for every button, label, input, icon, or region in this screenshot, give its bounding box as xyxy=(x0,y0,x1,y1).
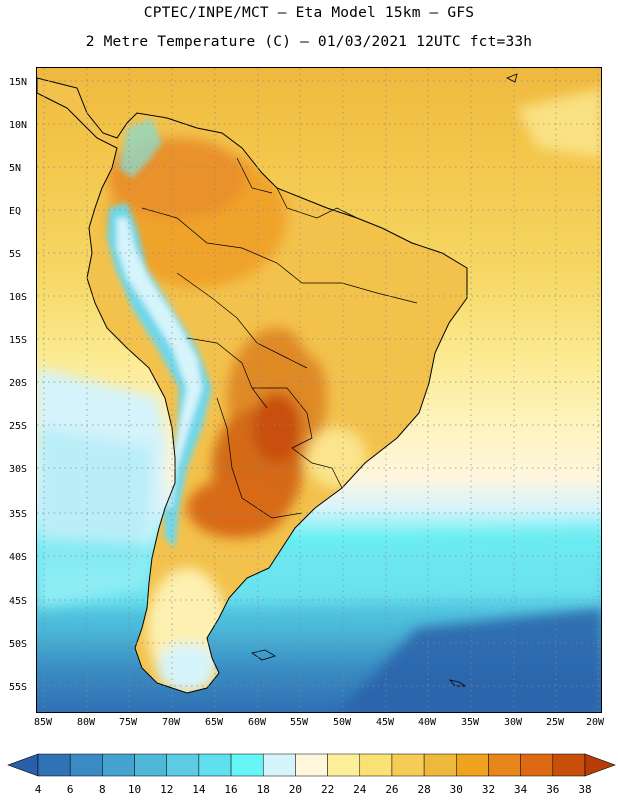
colorbar-tick-label: 12 xyxy=(160,783,174,796)
colorbar-tick-label: 38 xyxy=(578,783,592,796)
lon-label: 70W xyxy=(161,717,181,728)
lat-label: 15N xyxy=(9,77,28,88)
colorbar-tick-label: 6 xyxy=(66,783,74,796)
colorbar-swatch xyxy=(327,753,361,777)
lat-label: 55S xyxy=(9,682,28,693)
lat-label: 50S xyxy=(9,639,28,650)
colorbar-tick-label: 4 xyxy=(34,783,42,796)
lat-label: 10N xyxy=(9,120,28,131)
colorbar-swatch xyxy=(488,753,521,777)
colorbar-swatch xyxy=(166,753,200,777)
lon-label: 30W xyxy=(503,717,523,728)
lon-label: 50W xyxy=(332,717,352,728)
lat-label: 15S xyxy=(9,335,28,346)
colorbar-right-arrow xyxy=(584,753,616,777)
colorbar-tick-label: 8 xyxy=(99,783,106,796)
lon-label: 35W xyxy=(460,717,480,728)
lon-label: 20W xyxy=(585,717,605,728)
colorbar-tick-label: 36 xyxy=(546,783,560,796)
colorbar-tick-label: 16 xyxy=(224,783,238,796)
colorbar-swatch xyxy=(359,753,393,777)
lat-label: 25S xyxy=(9,421,28,432)
lon-label: 65W xyxy=(204,717,224,728)
lon-label: 40W xyxy=(417,717,437,728)
lon-label: 80W xyxy=(76,717,96,728)
colorbar-swatch xyxy=(295,753,328,777)
lat-label: EQ xyxy=(9,206,22,217)
lat-label: 45S xyxy=(9,596,28,607)
colorbar-tick-label: 34 xyxy=(514,783,528,796)
colorbar-swatch xyxy=(520,753,554,777)
colorbar-swatch xyxy=(134,753,167,777)
lon-label: 85W xyxy=(33,717,53,728)
lon-label: 75W xyxy=(118,717,138,728)
lon-label: 45W xyxy=(375,717,395,728)
colorbar-left-arrow xyxy=(7,753,39,777)
lat-label: 20S xyxy=(9,378,28,389)
colorbar-swatch xyxy=(69,753,103,777)
lon-label: 25W xyxy=(545,717,565,728)
colorbar-tick-label: 32 xyxy=(481,783,496,796)
colorbar-tick-label: 14 xyxy=(192,783,206,796)
lon-label: 60W xyxy=(247,717,267,728)
colorbar-swatch xyxy=(552,753,586,777)
lat-label: 40S xyxy=(9,552,28,563)
color-bar xyxy=(7,753,616,777)
temperature-map xyxy=(36,67,602,713)
colorbar-tick-label: 24 xyxy=(353,783,367,796)
colorbar-swatch xyxy=(262,753,296,777)
colorbar-tick-label: 28 xyxy=(417,783,431,796)
colorbar-tick-label: 26 xyxy=(385,783,399,796)
lat-label: 30S xyxy=(9,464,28,475)
colorbar-swatch xyxy=(423,753,457,777)
colorbar-tick-label: 22 xyxy=(320,783,335,796)
colorbar-swatch xyxy=(391,753,425,777)
colorbar-swatch xyxy=(456,753,489,777)
lat-label: 5N xyxy=(9,163,22,174)
colorbar-tick-label: 30 xyxy=(449,783,463,796)
colorbar-swatch xyxy=(102,753,135,777)
colorbar-swatch xyxy=(37,753,71,777)
colorbar-swatch xyxy=(230,753,264,777)
lat-label: 35S xyxy=(9,509,28,520)
lon-label: 55W xyxy=(289,717,309,728)
lat-label: 5S xyxy=(9,249,22,260)
colorbar-tick-label: 10 xyxy=(127,783,142,796)
colorbar-swatch xyxy=(198,753,232,777)
map-subtitle: 2 Metre Temperature (C) – 01/03/2021 12U… xyxy=(85,34,533,50)
map-title: CPTEC/INPE/MCT – Eta Model 15km – GFS xyxy=(143,5,475,21)
lat-label: 10S xyxy=(9,292,28,303)
colorbar-tick-label: 20 xyxy=(288,783,303,796)
colorbar-tick-label: 18 xyxy=(256,783,270,796)
